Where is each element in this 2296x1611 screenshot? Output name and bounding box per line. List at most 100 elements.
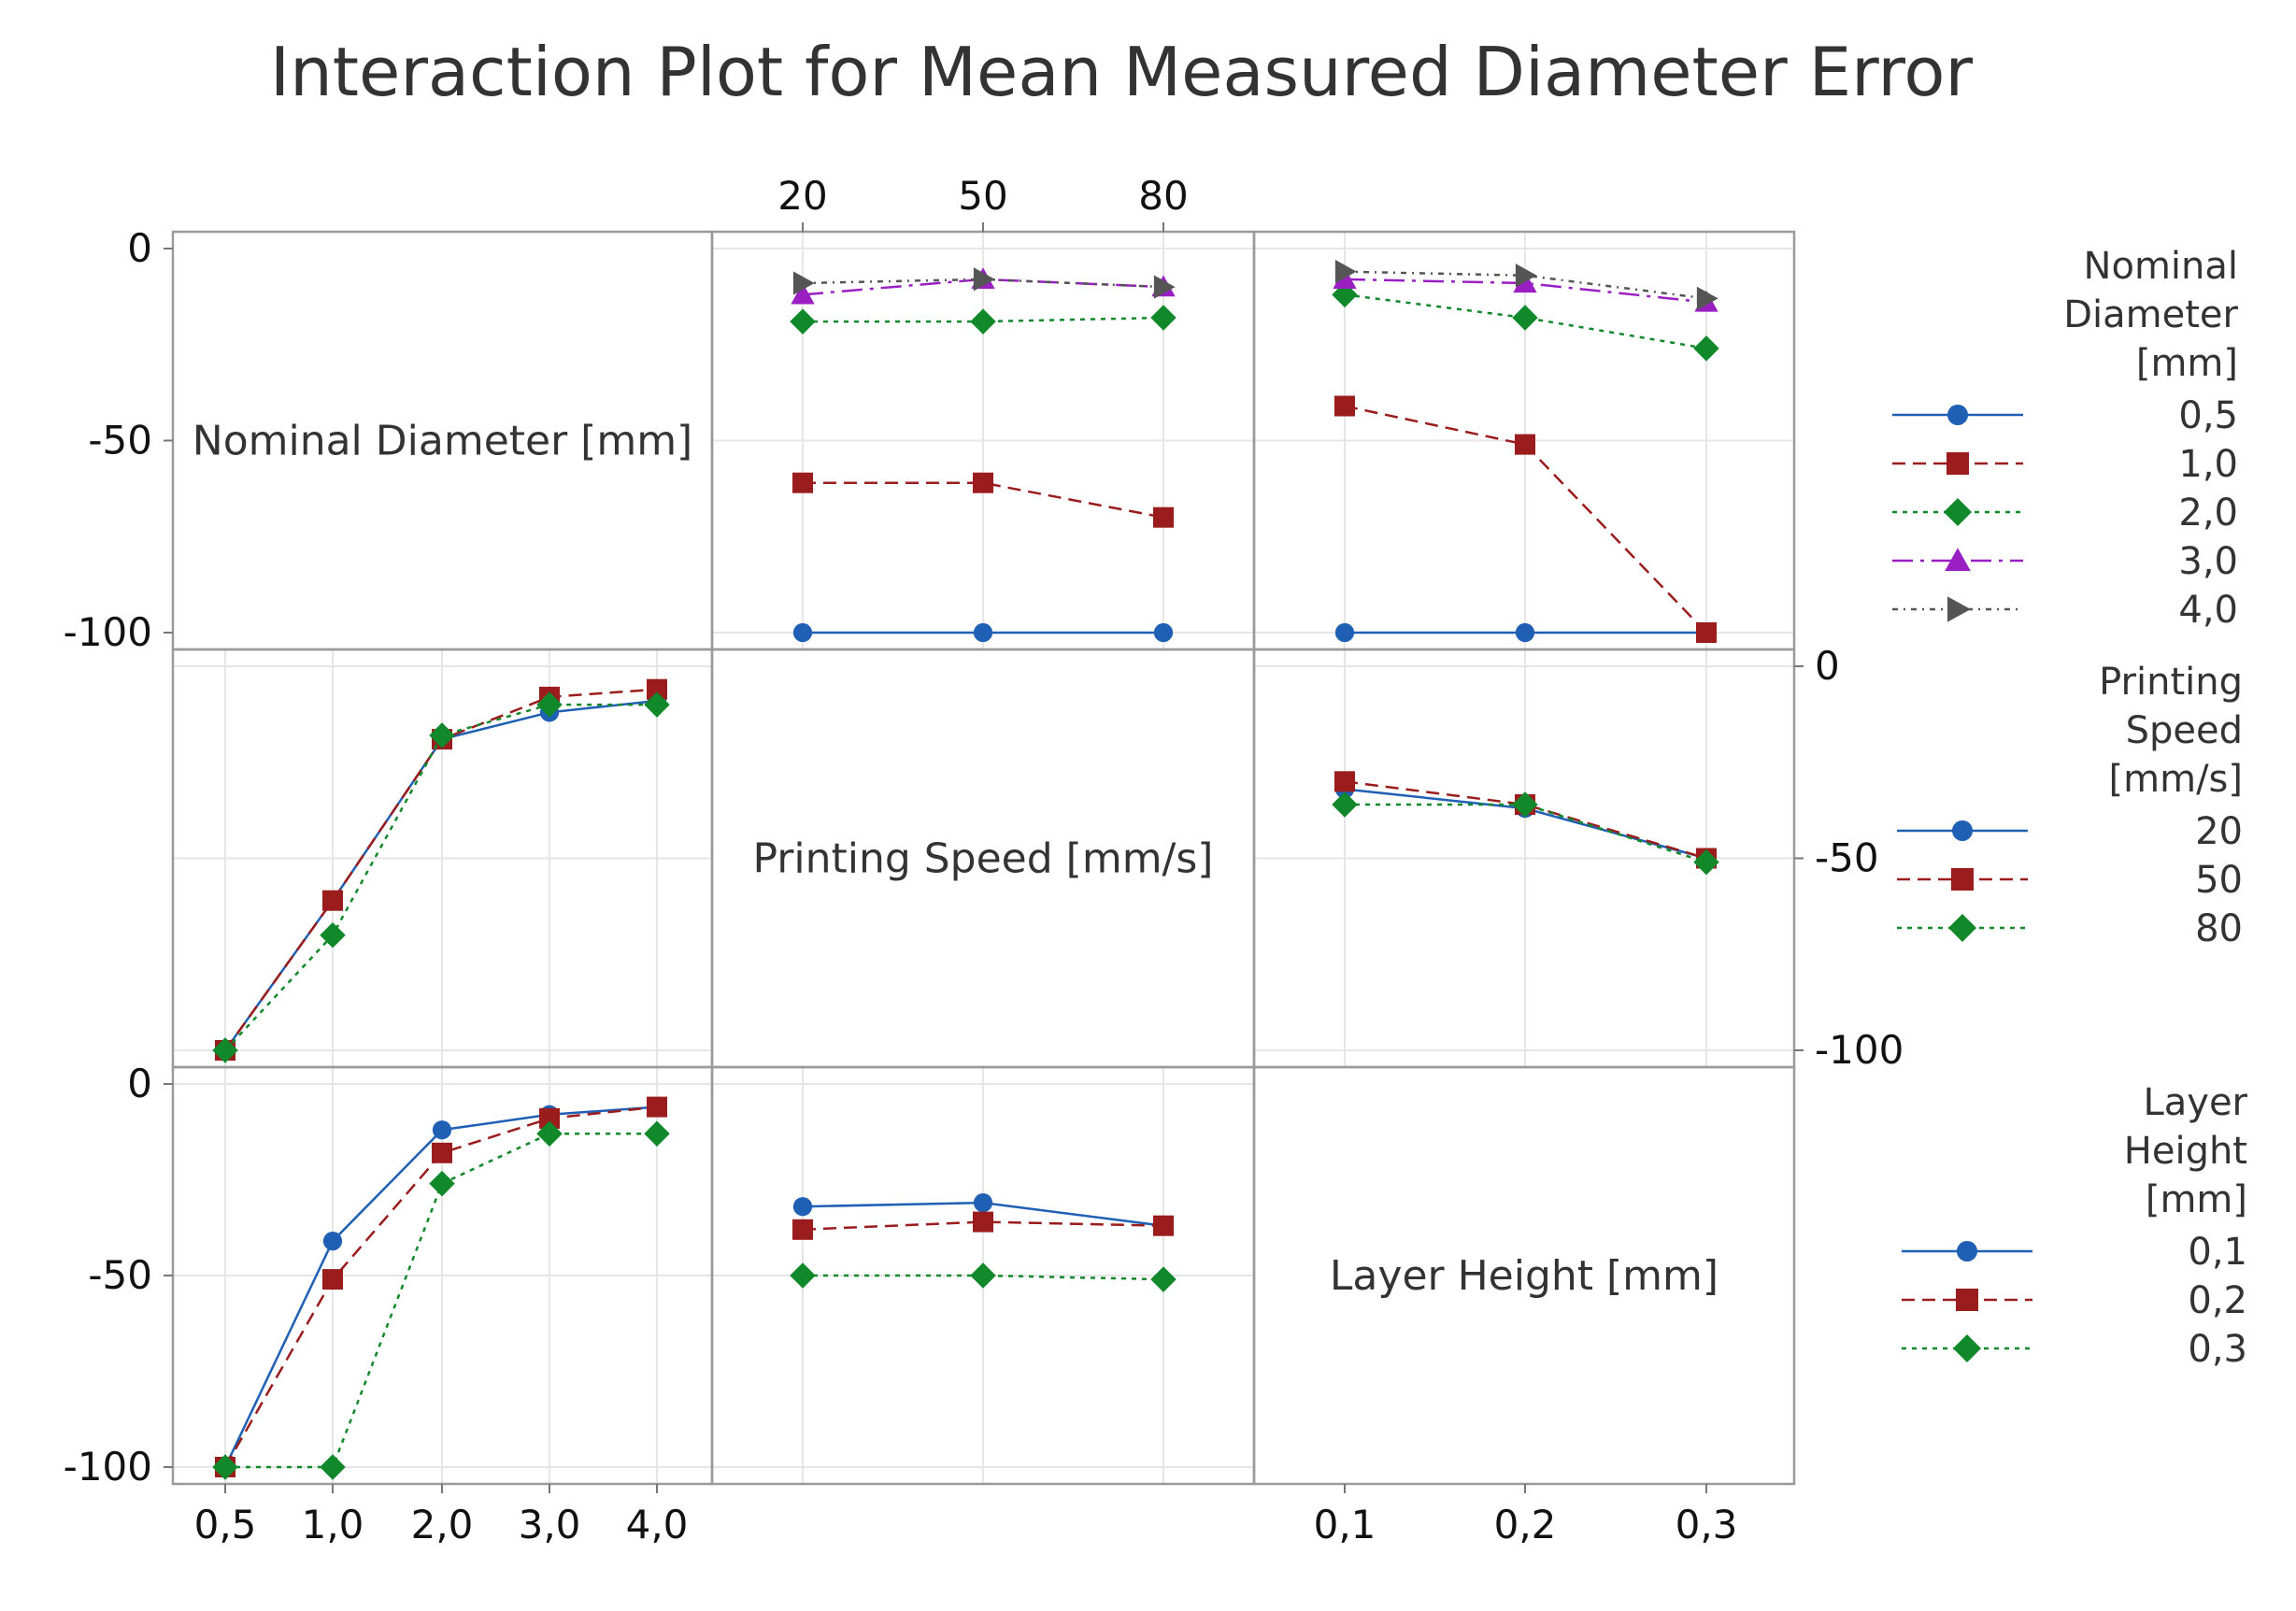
series-line-0,2 — [802, 1220, 1164, 1232]
legend-title-line: [mm] — [2136, 342, 2238, 385]
data-point — [429, 722, 455, 748]
x-tick-label-top: 20 — [777, 173, 827, 219]
data-point — [1696, 622, 1717, 643]
legend-nd: Nominal Diameter [mm] 0,5 1,0 2,0 3,0 4,0 — [1892, 245, 2239, 632]
data-point — [1153, 506, 1174, 528]
x-tick-label-bottom: 0,5 — [194, 1502, 257, 1547]
legend-entry-label: 3,0 — [2178, 540, 2238, 583]
legend-title-line: Diameter — [2063, 293, 2238, 336]
y-tick-label: 0 — [127, 1061, 152, 1106]
series-line-0,3 — [803, 1274, 1164, 1281]
legend-title-line: [mm/s] — [2109, 758, 2243, 801]
panel-nd_by_lh — [212, 1096, 670, 1480]
legend-marker — [1947, 404, 1969, 426]
data-point — [320, 1454, 346, 1480]
data-point — [1334, 622, 1355, 643]
legend-marker — [1956, 1240, 1978, 1262]
y-tick-label-right: -50 — [1815, 835, 1879, 881]
data-point — [973, 472, 993, 493]
legend-entry-label: 2,0 — [2178, 492, 2238, 535]
legend-marker — [1944, 498, 1972, 526]
chart-title: Interaction Plot for Mean Measured Diame… — [270, 33, 1974, 111]
legend-entry-label: 20 — [2195, 810, 2243, 853]
legend-entry-label: 4,0 — [2178, 589, 2238, 632]
data-point — [790, 308, 816, 335]
data-point — [322, 890, 343, 911]
legend-entry-label: 1,0 — [2178, 443, 2238, 486]
diagonal-label-ps: Printing Speed [mm/s] — [753, 835, 1214, 883]
data-point — [1153, 1215, 1174, 1236]
data-point — [539, 1107, 560, 1129]
data-point — [644, 691, 670, 718]
data-point — [644, 1120, 670, 1148]
legend-marker — [1953, 1334, 1981, 1362]
data-point — [1512, 791, 1538, 818]
legend-entry-label: 50 — [2195, 859, 2243, 902]
data-point — [1512, 305, 1538, 331]
data-point — [1515, 264, 1537, 288]
legend-title-line: Layer — [2143, 1081, 2247, 1124]
series-line-0,2 — [223, 1105, 658, 1468]
data-point — [1153, 275, 1176, 299]
data-point — [1332, 791, 1358, 818]
data-point — [432, 1120, 452, 1140]
legend-marker — [1951, 820, 1974, 842]
data-point — [536, 1120, 563, 1148]
data-point — [647, 678, 667, 700]
panel-nd_by_ps — [212, 678, 670, 1063]
data-point — [432, 1142, 452, 1163]
legend-title-line: Height — [2124, 1130, 2247, 1173]
data-point — [973, 1192, 993, 1213]
x-tick-label-bottom: 1,0 — [302, 1502, 364, 1547]
data-point — [1515, 622, 1535, 643]
data-point — [792, 1197, 813, 1217]
legend-ps: Printing Speed [mm/s] 20 50 80 — [1897, 661, 2243, 950]
x-tick-label-bottom: 3,0 — [519, 1502, 581, 1547]
x-tick-label-bottom: 0,3 — [1676, 1502, 1738, 1547]
y-tick-label: -100 — [64, 1444, 152, 1490]
data-point — [322, 1231, 343, 1251]
data-point — [1515, 434, 1535, 455]
diagonal-label-nd: Nominal Diameter [mm] — [193, 418, 692, 465]
series-line-1,0 — [1344, 405, 1707, 634]
data-point — [536, 691, 563, 718]
legend-title-line: [mm] — [2146, 1178, 2247, 1221]
legend-marker — [1945, 548, 1971, 572]
data-point — [1150, 1266, 1177, 1292]
x-tick-label-bottom: 0,1 — [1314, 1502, 1376, 1547]
data-point — [647, 1096, 667, 1118]
series-line-2,0 — [803, 316, 1164, 323]
panel-lh_by_ps — [1332, 771, 1719, 876]
data-point — [792, 472, 813, 493]
legend-entry-label: 0,2 — [2188, 1279, 2247, 1322]
data-point — [792, 271, 815, 295]
data-point — [212, 1037, 238, 1063]
legend-marker — [1956, 1289, 1978, 1311]
legend-entry-label: 0,3 — [2188, 1328, 2247, 1371]
series-line-80 — [224, 703, 657, 1051]
data-point — [792, 1219, 813, 1240]
legend-entry-label: 0,5 — [2178, 394, 2238, 437]
legend-marker — [1948, 914, 1976, 942]
x-tick-label-bottom: 4,0 — [626, 1502, 689, 1547]
data-point — [1150, 305, 1177, 331]
data-point — [1696, 286, 1718, 311]
x-tick-label-bottom: 2,0 — [411, 1502, 474, 1547]
legend-title-line: Nominal — [2084, 245, 2238, 288]
data-point — [1153, 622, 1174, 643]
panel-ps_by_lh — [790, 1192, 1177, 1292]
x-tick-label-top: 50 — [958, 173, 1007, 219]
data-point — [1693, 335, 1719, 362]
data-point — [970, 1262, 996, 1289]
panel-lh_by_nd — [1332, 260, 1719, 643]
legend-title-line: Speed — [2126, 709, 2243, 752]
legend-entry-label: 80 — [2195, 907, 2243, 950]
data-point — [212, 1454, 238, 1480]
data-point — [973, 622, 993, 643]
legend-marker — [1947, 452, 1969, 475]
y-tick-label-right: 0 — [1815, 643, 1840, 689]
data-point — [973, 267, 995, 292]
legend-entry-label: 0,1 — [2188, 1231, 2247, 1274]
x-tick-label-bottom: 0,2 — [1494, 1502, 1557, 1547]
